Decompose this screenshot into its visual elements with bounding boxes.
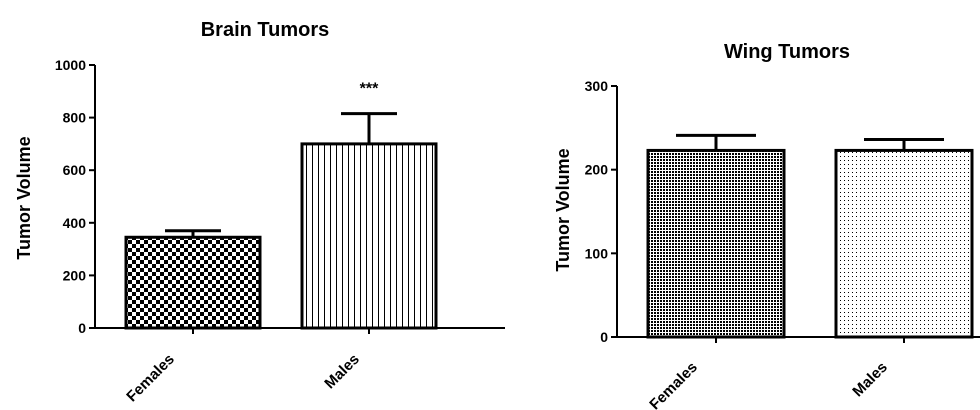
y-tick-label: 200 [63,267,87,283]
bar-females [646,148,786,339]
y-tick-label: 400 [63,215,87,231]
x-tick-label: Females [646,359,700,410]
chart-brain-tumors: Brain Tumors Tumor Volume 0 200 400 600 800 1… [14,19,505,405]
chart-wing-tumors: Wing Tumors Tumor Volume 0 100 200 300 Fema… [553,41,980,410]
y-tick-label: 0 [600,329,608,345]
y-axis-title: Tumor Volume [553,148,573,271]
bar-males [300,142,438,330]
bar-females [124,235,262,330]
bar-males [834,148,974,339]
y-tick-label: 1000 [55,57,86,73]
chart-title: Brain Tumors [201,19,330,41]
y-tick-label: 0 [78,320,86,336]
y-tick-label: 200 [585,162,609,178]
y-tick-label: 600 [63,162,87,178]
x-tick-label: Males [849,359,891,401]
significance-annotation: *** [360,81,379,98]
y-axis-title: Tumor Volume [14,136,34,259]
y-tick-label: 800 [63,110,87,126]
x-tick-label: Males [321,351,363,393]
y-tick-label: 100 [585,245,609,261]
x-tick-label: Females [123,351,177,405]
chart-title: Wing Tumors [724,41,850,63]
y-tick-label: 300 [585,78,609,94]
